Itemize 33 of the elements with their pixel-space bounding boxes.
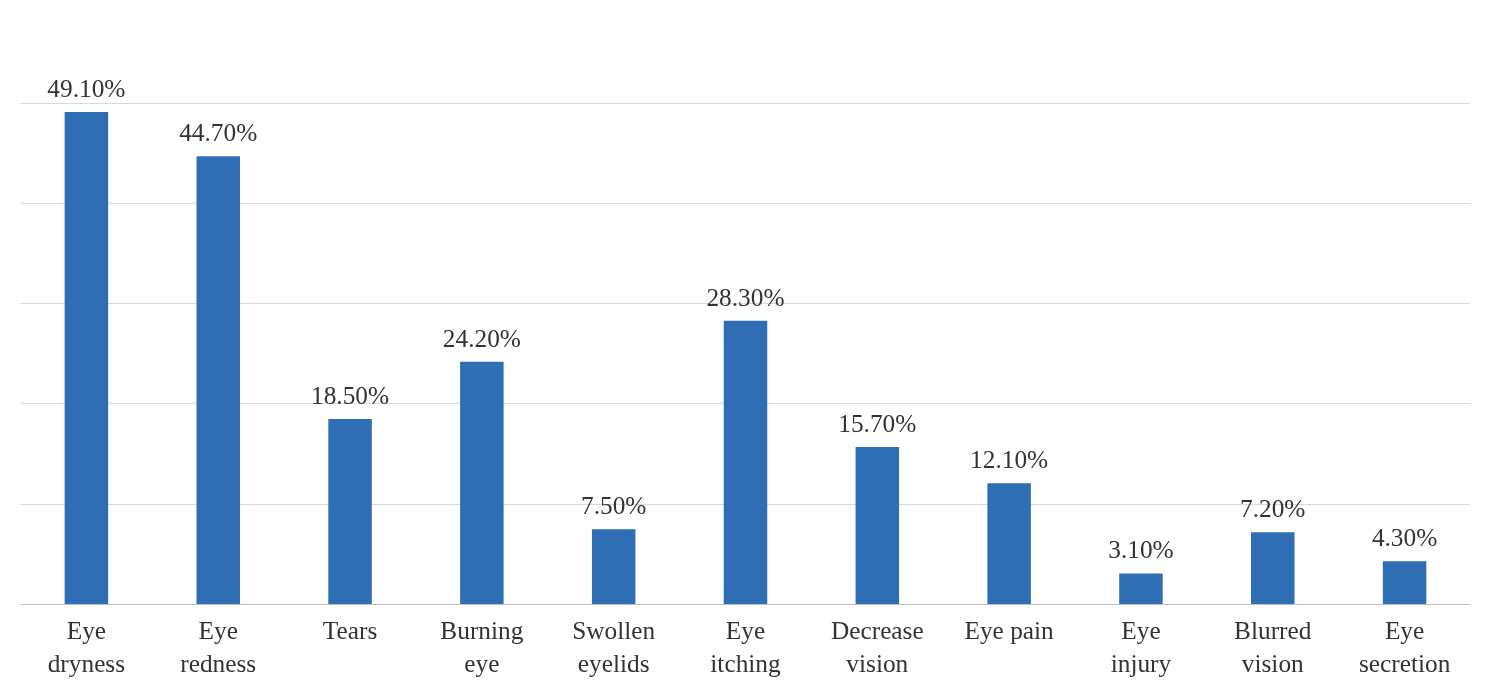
x-tick-label: Blurred vision (1234, 615, 1312, 678)
x-tick-label: Decrease vision (830, 615, 924, 678)
x-tick-label: Eye redness (180, 615, 257, 678)
x-tick-label: Eye secretion (1358, 615, 1451, 678)
data-label: 12.10% (970, 445, 1049, 474)
data-label: 18.50% (311, 380, 390, 409)
bar (196, 156, 240, 605)
bar (591, 529, 636, 605)
x-tick-label: Swollen eyelids (572, 615, 656, 678)
x-tick-label: Eye pain (964, 615, 1055, 644)
data-label: 4.30% (1371, 523, 1438, 552)
bar (855, 447, 900, 605)
data-label: 15.70% (838, 409, 917, 438)
bar (987, 483, 1031, 605)
data-label: 7.50% (580, 491, 647, 520)
bar (460, 361, 504, 605)
data-label: 44.70% (179, 118, 258, 147)
data-label: 28.30% (706, 282, 785, 311)
bar (328, 418, 372, 605)
data-label: 7.20% (1240, 494, 1306, 523)
x-tick-label: Eye dryness (47, 615, 126, 678)
bar (1119, 573, 1163, 605)
data-label: 24.20% (442, 323, 521, 352)
bar (1251, 532, 1295, 605)
x-tick-label: Tears (322, 615, 378, 644)
data-label: 49.10% (47, 74, 126, 103)
bar (1382, 561, 1427, 605)
bar (723, 320, 768, 605)
x-tick-label: Eye itching (710, 615, 782, 678)
x-tick-label: Burning eye (440, 615, 524, 678)
data-label: 3.10% (1108, 535, 1174, 564)
bar (64, 112, 109, 605)
x-tick-label: Eye injury (1110, 615, 1172, 678)
